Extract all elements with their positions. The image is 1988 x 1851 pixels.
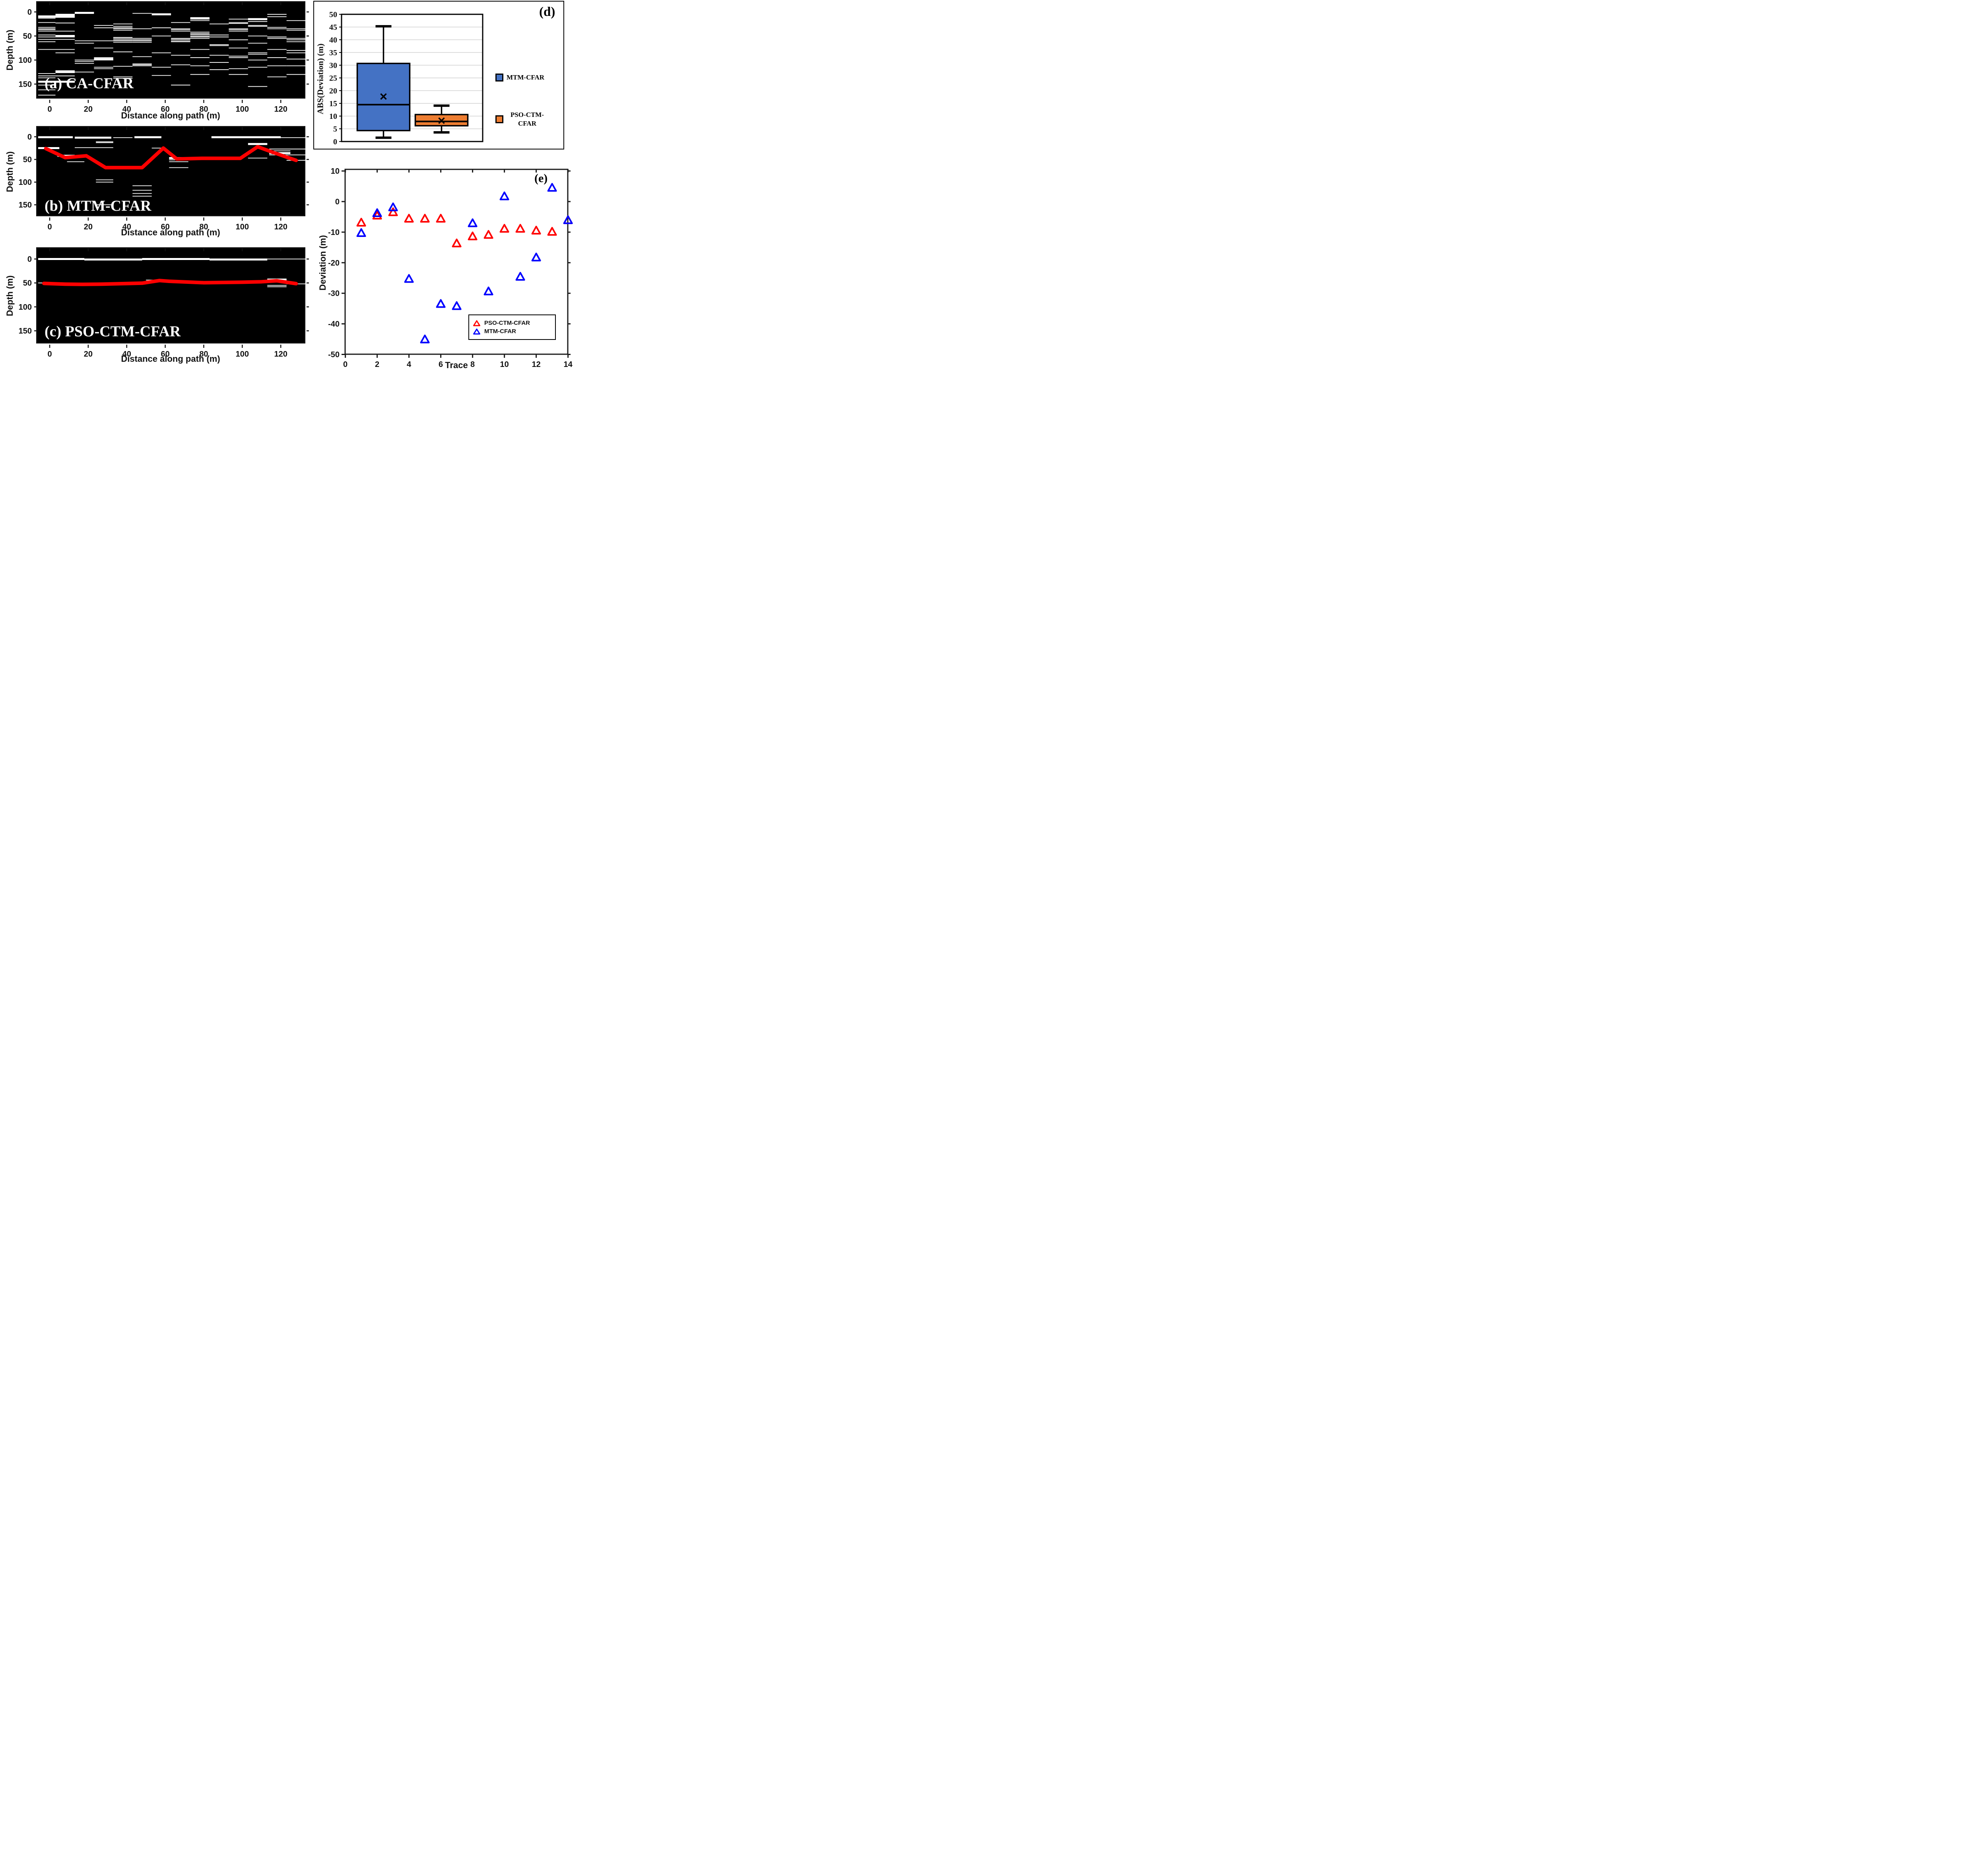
panel-d-plot: 0 5 10 15 20 25 30 35 40 45 50 [329,10,483,146]
panel-a-title: (a) CA-CFAR [45,75,134,92]
panel-c-ylabel: Depth (m) [5,275,15,316]
svg-text:150: 150 [19,80,32,89]
svg-text:100: 100 [19,56,32,65]
svg-text:5: 5 [333,125,337,134]
panel-a-ylabel: Depth (m) [5,29,15,71]
svg-text:120: 120 [274,350,287,359]
panel-a-xlabel: Distance along path (m) [121,111,220,120]
panel-d-tag: (d) [539,5,555,19]
panel-b-xlabel: Distance along path (m) [121,227,220,237]
panel-b-title: (b) MTM-CFAR [45,198,151,214]
svg-text:40: 40 [329,36,337,45]
figure-canvas: 0 20 40 60 80 100 120 0 50 100 150 Depth (m) Dista… [0,0,577,370]
legend-e-pso-row: PSO-CTM-CFAR [473,320,551,326]
red-triangle-marker-icon [473,320,480,326]
svg-text:40: 40 [122,105,131,114]
svg-text:0: 0 [27,255,32,264]
svg-text:45: 45 [329,23,337,32]
legend-d-pso-label: PSO-CTM-CFAR [510,111,544,127]
svg-text:-20: -20 [328,259,340,268]
svg-text:20: 20 [84,223,93,231]
svg-text:25: 25 [329,74,337,83]
legend-e-mtm-row: MTM-CFAR [473,328,551,335]
svg-text:60: 60 [161,350,169,359]
svg-text:15: 15 [329,99,337,108]
svg-text:6: 6 [439,360,443,369]
svg-text:0: 0 [335,198,340,206]
legend-d-pso: PSO-CTM-CFAR [495,111,548,128]
panel-e-xlabel: Trace [445,360,468,370]
legend-d-mtm-label: MTM-CFAR [507,74,545,81]
svg-text:150: 150 [19,327,32,336]
svg-text:0: 0 [333,138,337,146]
svg-text:80: 80 [199,223,208,231]
panel-b-plot: 0 20 40 60 80 100 120 0 50 100 150 [19,126,309,231]
svg-text:150: 150 [19,201,32,210]
svg-text:40: 40 [122,223,131,231]
svg-text:20: 20 [329,87,337,95]
svg-text:0: 0 [27,133,32,142]
svg-text:35: 35 [329,49,337,57]
svg-text:120: 120 [274,105,287,114]
svg-text:60: 60 [161,223,169,231]
svg-text:8: 8 [470,360,475,369]
svg-text:100: 100 [236,350,249,359]
panel-c-title: (c) PSO-CTM-CFAR [45,323,181,340]
panel-e-ylabel: Deviation (m) [318,235,328,291]
svg-text:50: 50 [329,10,337,19]
svg-text:10: 10 [329,112,337,121]
svg-text:80: 80 [199,350,208,359]
svg-text:100: 100 [236,223,249,231]
svg-text:-30: -30 [328,289,340,298]
svg-text:2: 2 [375,360,379,369]
svg-text:12: 12 [532,360,540,369]
svg-text:50: 50 [23,155,32,164]
svg-text:10: 10 [331,167,340,176]
pso-ctm-cfar-swatch-icon [495,115,503,123]
svg-text:-50: -50 [328,351,340,359]
panel-c-xlabel: Distance along path (m) [121,354,220,364]
svg-text:50: 50 [23,279,32,288]
svg-text:40: 40 [122,350,131,359]
blue-triangle-marker-icon [473,328,480,334]
svg-text:-40: -40 [328,320,340,329]
svg-text:60: 60 [161,105,169,114]
svg-text:30: 30 [329,61,337,70]
svg-text:120: 120 [274,223,287,231]
svg-text:10: 10 [500,360,509,369]
svg-text:50: 50 [23,32,32,41]
svg-text:100: 100 [19,178,32,187]
svg-text:0: 0 [47,223,52,231]
panel-c-plot: 0 20 40 60 80 100 120 0 50 100 150 [19,247,309,359]
svg-text:100: 100 [236,105,249,114]
svg-text:100: 100 [19,303,32,312]
panel-d-ylabel: ABS(Deviation) (m) [315,43,325,114]
legend-e-mtm-label: MTM-CFAR [484,328,516,335]
svg-text:0: 0 [47,350,52,359]
legend-e: PSO-CTM-CFAR MTM-CFAR [468,314,556,340]
svg-text:0: 0 [47,105,52,114]
panel-b-ylabel: Depth (m) [5,151,15,192]
svg-text:4: 4 [407,360,412,369]
panel-e-tag: (e) [534,172,548,185]
legend-e-pso-label: PSO-CTM-CFAR [484,320,530,326]
legend-d-mtm: MTM-CFAR [495,73,544,82]
panel-a-plot: 0 20 40 60 80 100 120 0 50 100 150 [19,1,309,114]
svg-text:-10: -10 [328,228,340,237]
mtm-cfar-swatch-icon [495,74,503,81]
svg-text:20: 20 [84,350,93,359]
svg-text:0: 0 [343,360,348,369]
svg-text:80: 80 [199,105,208,114]
svg-text:0: 0 [27,8,32,17]
svg-text:20: 20 [84,105,93,114]
svg-text:14: 14 [563,360,573,369]
